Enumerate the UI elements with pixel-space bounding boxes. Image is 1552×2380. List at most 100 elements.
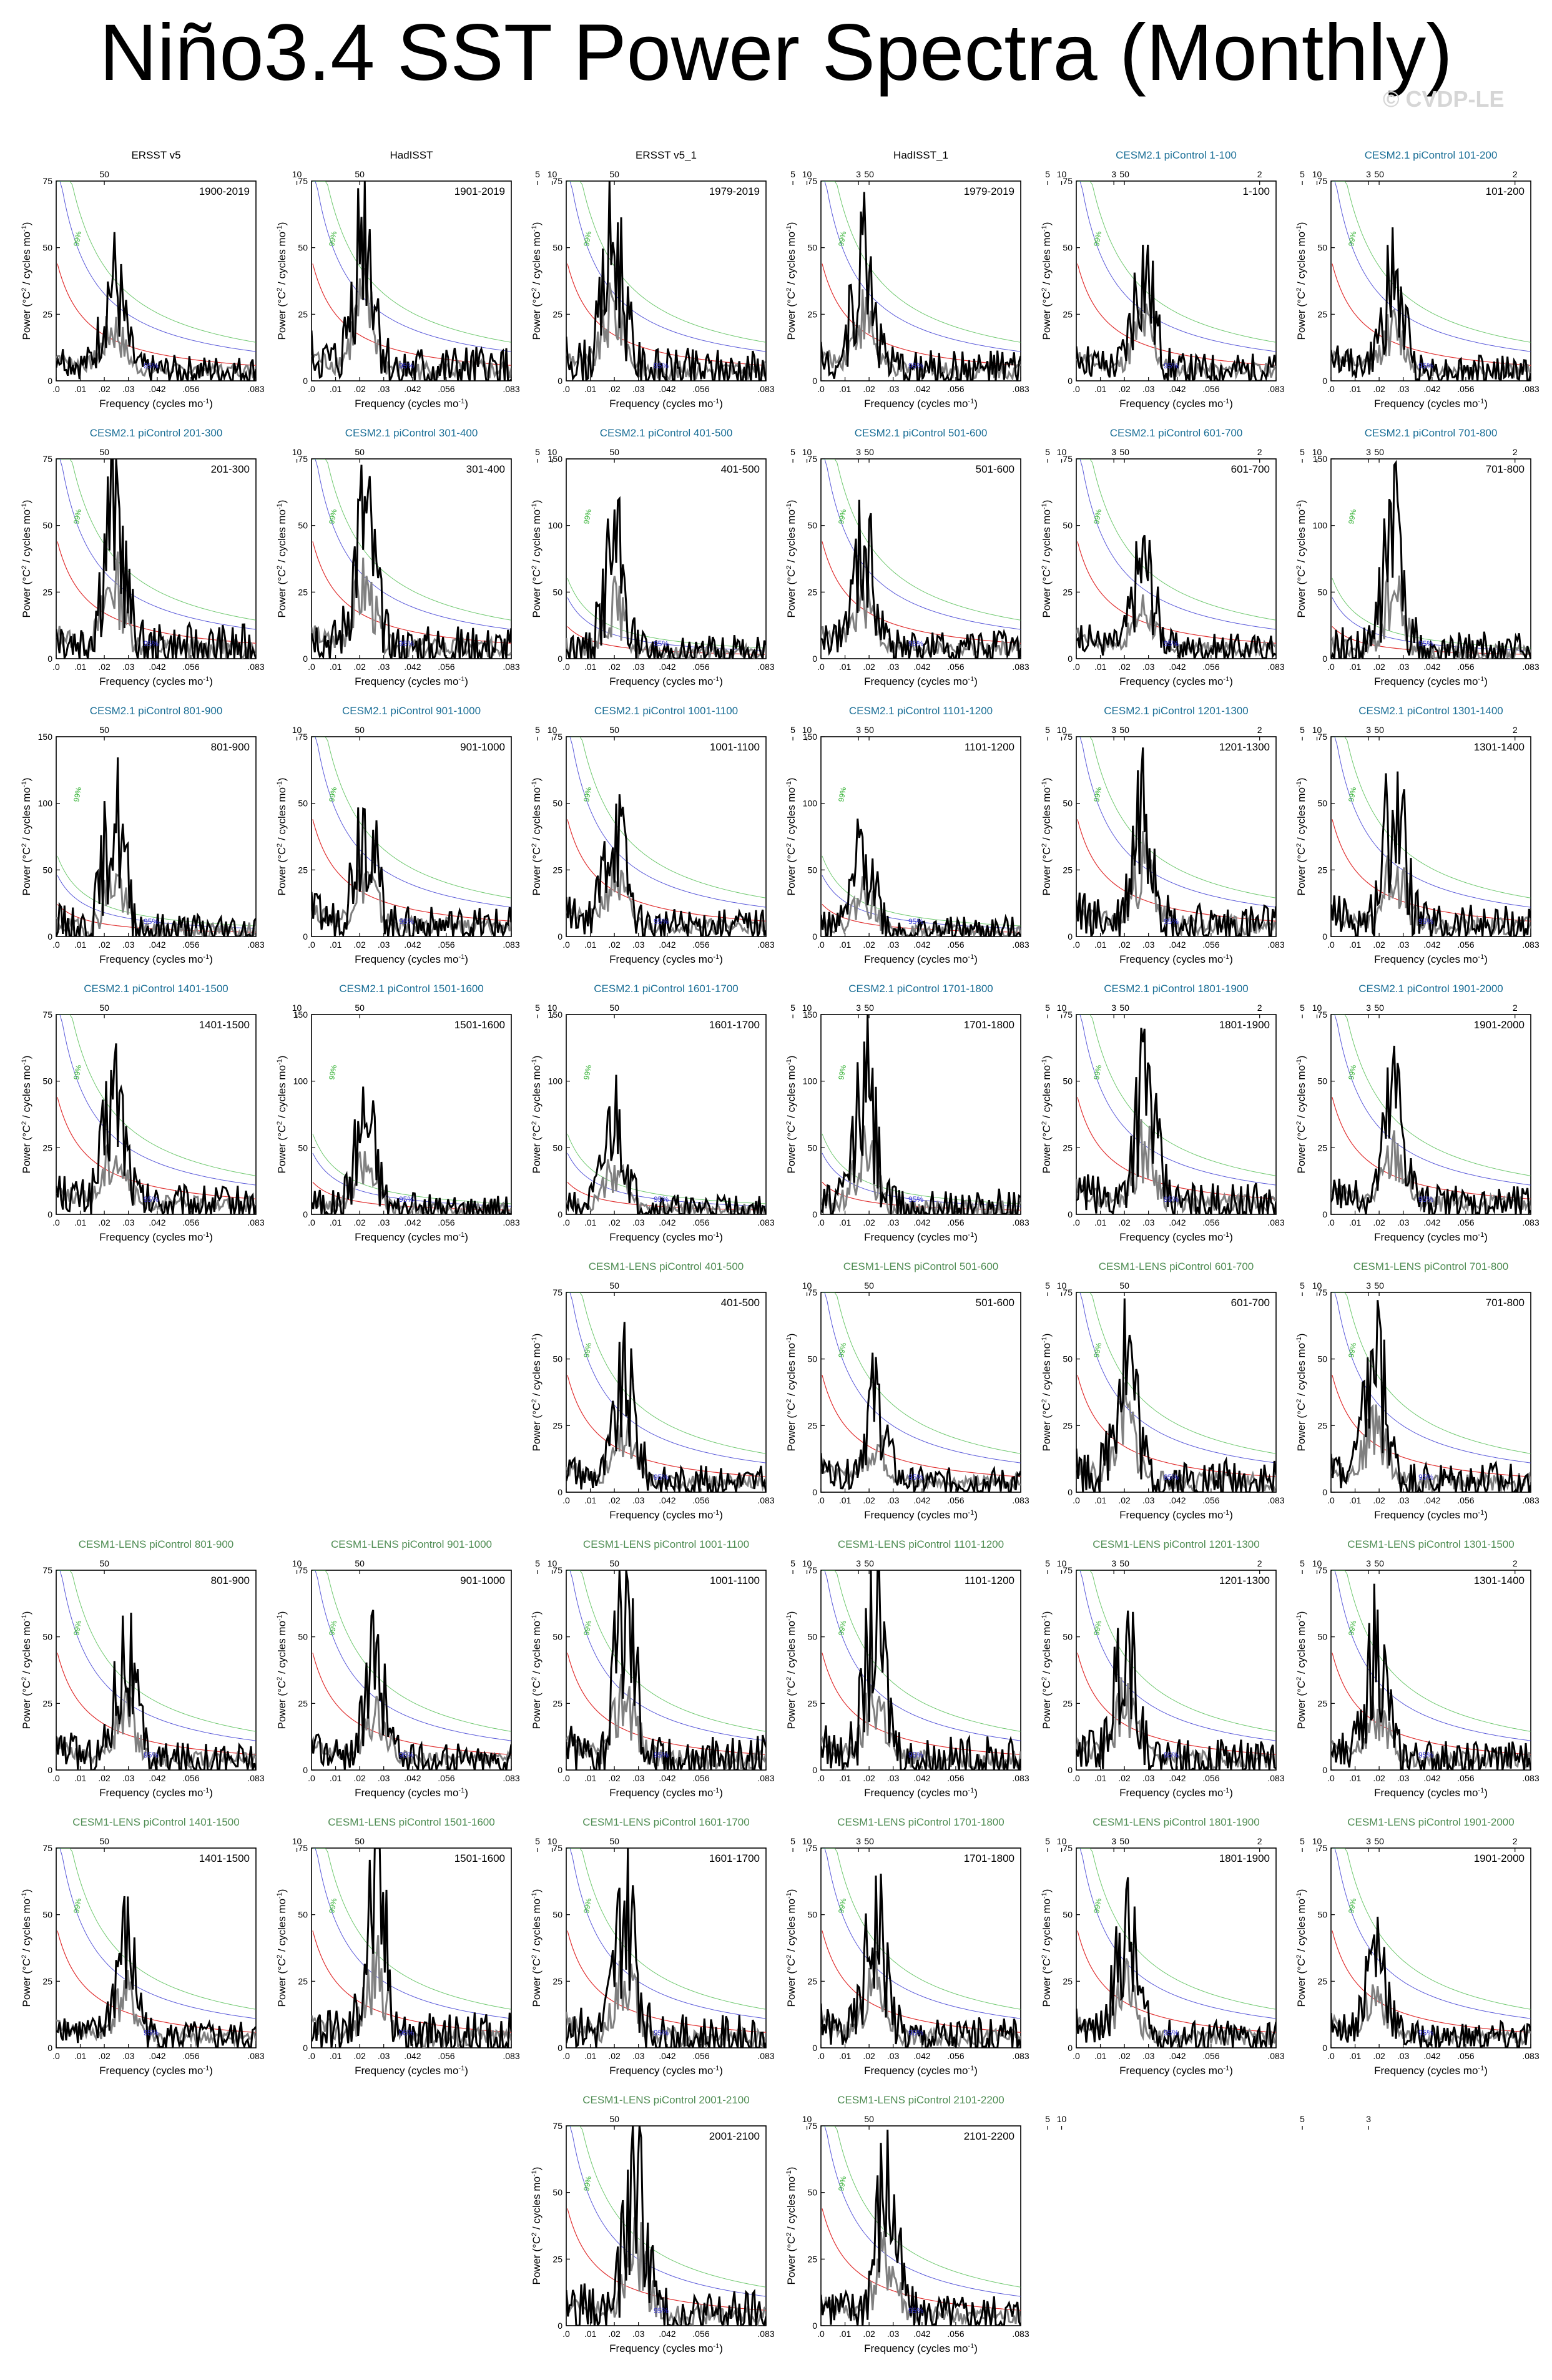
y-tick-label: 0 bbox=[812, 2321, 817, 2331]
year-range-label: 701-800 bbox=[1486, 463, 1525, 475]
y-tick-label: 75 bbox=[807, 454, 817, 464]
y-tick-label: 0 bbox=[1068, 654, 1073, 664]
y-tick-label: 50 bbox=[1063, 799, 1073, 809]
period-tick-label: 50 bbox=[1119, 1836, 1129, 1846]
period-tick-label: 50 bbox=[1119, 1281, 1129, 1291]
year-range-label: 1601-1700 bbox=[709, 1852, 760, 1864]
x-axis-label: Frequency (cycles mo-1) bbox=[609, 953, 723, 965]
y-tick-label: 50 bbox=[42, 521, 52, 531]
x-tick-label: .056 bbox=[692, 2051, 709, 2061]
plot-frame bbox=[1330, 1014, 1531, 1215]
plot-frame bbox=[820, 736, 1021, 937]
spectrum-line bbox=[821, 819, 1021, 937]
period-tick-label: 10 bbox=[292, 1003, 302, 1013]
period-tick-label: 5 bbox=[1045, 2114, 1050, 2124]
x-tick-label: .02 bbox=[1373, 1495, 1385, 1505]
ci95-label: 95% bbox=[399, 639, 414, 648]
period-tick-label: 10 bbox=[1057, 447, 1067, 457]
period-tick-label: 3 bbox=[856, 725, 861, 735]
spectrum-line bbox=[1076, 244, 1276, 381]
x-tick-label: .083 bbox=[757, 1773, 774, 1783]
plot-frame bbox=[56, 1570, 257, 1771]
period-tick-label: 10 bbox=[548, 1003, 557, 1013]
y-tick-label: 0 bbox=[303, 1209, 308, 1219]
y-axis-label: Power (°C2 / cycles mo-1) bbox=[1295, 1611, 1307, 1729]
y-tick-label: 150 bbox=[803, 1010, 818, 1020]
ci95-label: 95% bbox=[1164, 639, 1179, 648]
ci95-curve bbox=[312, 459, 511, 630]
x-tick-label: .02 bbox=[608, 2329, 621, 2339]
period-tick-label: 50 bbox=[864, 1836, 874, 1846]
y-axis-label: Power (°C2 / cycles mo-1) bbox=[785, 1889, 797, 2007]
spectrum-line bbox=[1076, 1877, 1276, 2048]
ci95-curve bbox=[1077, 1848, 1276, 2019]
y-tick-label: 25 bbox=[1317, 1698, 1327, 1708]
ci95-curve bbox=[57, 459, 256, 630]
x-tick-label: .042 bbox=[1423, 2051, 1440, 2061]
x-axis-label: Frequency (cycles mo-1) bbox=[1119, 2065, 1233, 2077]
x-tick-label: .0 bbox=[52, 1773, 60, 1783]
y-tick-label: 25 bbox=[42, 309, 52, 319]
ci95-label: 95% bbox=[1164, 2028, 1179, 2037]
ci99-curve bbox=[822, 459, 1021, 621]
x-tick-label: .02 bbox=[1118, 1495, 1131, 1505]
ci99-label: 99% bbox=[1347, 1342, 1358, 1358]
period-tick-label: 10 bbox=[1312, 447, 1322, 457]
y-tick-label: 50 bbox=[298, 799, 308, 809]
spectrum-line bbox=[821, 2130, 1021, 2326]
period-tick-label: 5 bbox=[790, 1558, 795, 1568]
x-tick-label: .042 bbox=[659, 2051, 675, 2061]
x-tick-label: .042 bbox=[1423, 662, 1440, 672]
ci99-curve bbox=[1332, 737, 1531, 898]
y-axis-label: Power (°C2 / cycles mo-1) bbox=[1295, 1889, 1307, 2007]
y-tick-label: 75 bbox=[1063, 1010, 1073, 1020]
x-tick-label: .083 bbox=[1012, 940, 1029, 950]
ci99-curve bbox=[1332, 578, 1531, 649]
spectrum-line bbox=[566, 496, 766, 659]
y-tick-label: 75 bbox=[807, 176, 817, 186]
plot-frame bbox=[311, 1847, 512, 2048]
y-axis-label: Power (°C2 / cycles mo-1) bbox=[1295, 500, 1307, 618]
x-tick-label: .083 bbox=[1012, 1773, 1029, 1783]
y-tick-label: 25 bbox=[553, 865, 562, 875]
spectrum-panel: CESM1-LENS piControl 1101-1200 1101-1200 5… bbox=[785, 1538, 1305, 1799]
x-axis-label: Frequency (cycles mo-1) bbox=[1119, 1231, 1233, 1243]
ci99-curve bbox=[1077, 1848, 1276, 2010]
x-tick-label: .042 bbox=[1423, 1217, 1440, 1227]
ci99-label: 99% bbox=[837, 1897, 848, 1914]
plot-frame bbox=[311, 736, 512, 937]
ci95-label: 95% bbox=[1418, 2028, 1433, 2037]
x-tick-label: .042 bbox=[913, 1773, 930, 1783]
spectrum-line bbox=[1331, 1045, 1531, 1214]
x-tick-label: .01 bbox=[1349, 1217, 1362, 1227]
x-tick-label: .0 bbox=[1073, 1773, 1080, 1783]
ci95-label: 95% bbox=[654, 1473, 669, 1482]
x-tick-label: .0 bbox=[1073, 940, 1080, 950]
ci95-label: 95% bbox=[399, 1195, 414, 1204]
period-tick-label: 2 bbox=[1513, 447, 1518, 457]
x-tick-label: .03 bbox=[632, 662, 645, 672]
period-tick-label: 50 bbox=[99, 1836, 109, 1846]
ci99-label: 99% bbox=[327, 508, 338, 524]
x-tick-label: .056 bbox=[692, 662, 709, 672]
period-tick-label: 5 bbox=[1045, 1836, 1050, 1846]
ci99-curve bbox=[822, 181, 1021, 343]
y-tick-label: 50 bbox=[553, 1354, 562, 1364]
spectrum-panel: CESM1-LENS piControl 2001-2100 2001-2100 5… bbox=[531, 2094, 1371, 2354]
y-tick-label: 25 bbox=[1063, 1698, 1073, 1708]
x-tick-label: .056 bbox=[1457, 940, 1474, 950]
spectrum-panel: CESM1-LENS piControl 1901-2000 1901-2000 5… bbox=[1295, 1816, 1540, 2077]
y-tick-label: 25 bbox=[1317, 1143, 1327, 1153]
x-tick-label: .02 bbox=[1373, 1217, 1385, 1227]
ci99-curve bbox=[822, 1570, 1021, 1732]
x-tick-label: .03 bbox=[378, 662, 390, 672]
ci99-label: 99% bbox=[582, 1064, 593, 1080]
x-axis-label: Frequency (cycles mo-1) bbox=[355, 676, 468, 687]
period-tick-label: 3 bbox=[1111, 447, 1116, 457]
y-tick-label: 75 bbox=[1063, 732, 1073, 742]
x-tick-label: .02 bbox=[1373, 2051, 1385, 2061]
x-tick-label: .02 bbox=[1373, 662, 1385, 672]
y-tick-label: 25 bbox=[807, 309, 817, 319]
x-tick-label: .01 bbox=[330, 2051, 342, 2061]
y-tick-label: 50 bbox=[553, 2188, 562, 2198]
